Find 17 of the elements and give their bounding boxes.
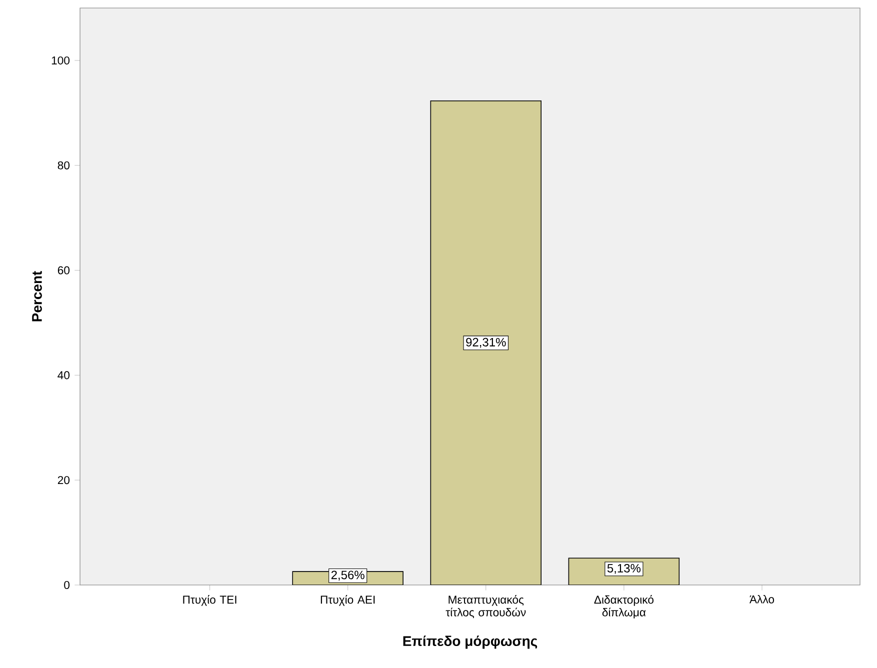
data-label: 2,56% (331, 570, 364, 581)
y-tick-label: 40 (58, 371, 70, 380)
data-label: 5,13% (607, 564, 641, 574)
y-axis-title: Percent (32, 270, 42, 322)
x-tick-label: Πτυχίο ΑΕΙ (320, 595, 375, 606)
y-tick-label: 60 (58, 266, 70, 274)
x-tick-label: Διδακτορικό δίπλωμα (594, 595, 654, 618)
y-tick-label: 100 (52, 56, 70, 64)
y-tick-label: 80 (58, 161, 70, 170)
x-tick-label: Μεταπτυχιακός τίτλος σπουδών (446, 595, 526, 618)
x-tick-label: Άλλο (750, 595, 774, 604)
y-tick-label: 0 (64, 581, 70, 590)
x-axis-title: Επίπεδο μόρφωσης (403, 636, 538, 649)
bar (430, 100, 542, 585)
data-label: 92,31% (466, 338, 506, 348)
x-tick-label: Πτυχίο ΤΕΙ (183, 595, 236, 606)
y-tick-label: 20 (58, 476, 70, 484)
